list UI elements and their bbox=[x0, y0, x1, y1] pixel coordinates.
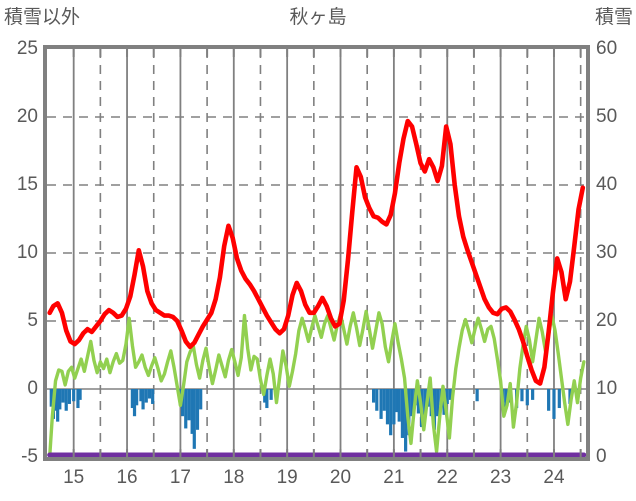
x-axis-tick: 17 bbox=[169, 467, 191, 488]
bar-snow bbox=[132, 389, 137, 417]
bar-snow bbox=[547, 389, 551, 411]
right-axis-tick: 20 bbox=[596, 310, 618, 331]
x-axis-tick: 19 bbox=[276, 467, 298, 488]
bar-snow bbox=[404, 389, 408, 452]
bar-snow bbox=[151, 389, 155, 404]
bar-snow bbox=[525, 389, 529, 406]
bar-snow bbox=[410, 389, 414, 417]
bar-snow bbox=[58, 389, 62, 410]
left-axis-tick: -5 bbox=[21, 446, 38, 467]
bar-snow bbox=[557, 389, 561, 409]
bar-snow bbox=[64, 389, 68, 411]
left-axis-tick: 20 bbox=[16, 106, 38, 127]
bar-snow bbox=[263, 389, 267, 403]
left-axis-tick: 25 bbox=[16, 38, 38, 59]
bar-snow bbox=[269, 389, 273, 400]
bar-snow bbox=[552, 389, 556, 419]
bar-snow bbox=[436, 389, 440, 417]
bar-snow bbox=[190, 389, 194, 434]
right-axis-tick: 40 bbox=[596, 174, 618, 195]
bar-snow bbox=[144, 389, 148, 403]
bar-snow bbox=[382, 389, 386, 411]
bar-snow bbox=[67, 389, 72, 404]
bar-snow bbox=[520, 389, 524, 402]
chart-title: 秋ヶ島 bbox=[289, 7, 347, 28]
left-axis-tick: 0 bbox=[27, 378, 38, 399]
series-green-lower-line bbox=[47, 309, 586, 457]
left-axis-title: 積雪以外 bbox=[4, 7, 81, 28]
bar-snow bbox=[49, 389, 53, 407]
bar-snow bbox=[135, 389, 139, 406]
bar-snow bbox=[416, 389, 421, 414]
x-axis-tick: 15 bbox=[63, 467, 85, 488]
x-axis-tick: 23 bbox=[490, 467, 512, 488]
bar-snow bbox=[199, 389, 203, 410]
plot-area bbox=[43, 45, 590, 461]
x-axis-tick: 21 bbox=[383, 467, 405, 488]
right-axis-tick: 30 bbox=[596, 242, 618, 263]
bar-snow bbox=[445, 389, 449, 404]
x-axis-tick: 24 bbox=[543, 467, 565, 488]
bar-snow bbox=[187, 389, 191, 421]
bar-snow bbox=[147, 389, 152, 399]
plot-inner bbox=[47, 49, 586, 457]
x-axis-tick: 16 bbox=[116, 467, 138, 488]
x-axis-tick: 22 bbox=[436, 467, 458, 488]
bar-snow bbox=[504, 389, 508, 410]
bar-snow bbox=[130, 389, 134, 409]
bar-snow bbox=[76, 389, 80, 409]
bar-snow bbox=[192, 389, 196, 449]
bar-snow bbox=[72, 389, 76, 402]
right-axis-tick: 10 bbox=[596, 378, 618, 399]
left-axis-tick: 5 bbox=[27, 310, 38, 331]
right-axis-tick: 50 bbox=[596, 106, 618, 127]
bar-snow bbox=[265, 389, 269, 409]
bar-snow bbox=[372, 389, 376, 403]
bar-snow bbox=[531, 389, 535, 400]
bar-snow bbox=[53, 389, 58, 411]
x-axis-tick-labels: 15 16 17 18 19 20 21 22 23 24 bbox=[0, 463, 636, 497]
bar-snow bbox=[392, 389, 396, 425]
bar-snow bbox=[139, 389, 143, 402]
bar-snow bbox=[385, 389, 390, 425]
bar-snow bbox=[195, 389, 200, 430]
bar-snow bbox=[141, 389, 145, 410]
x-axis-tick: 20 bbox=[329, 467, 352, 488]
bar-snow bbox=[475, 389, 479, 402]
x-axis-tick: 18 bbox=[223, 467, 245, 488]
right-axis-tick: 60 bbox=[596, 38, 618, 59]
right-axis-tick: 0 bbox=[596, 446, 607, 467]
bar-snow bbox=[78, 389, 82, 400]
tick-marks bbox=[72, 49, 582, 457]
bar-snow bbox=[379, 389, 383, 419]
bar-snow bbox=[423, 389, 427, 417]
bar-snow bbox=[375, 389, 379, 411]
bar-snow bbox=[184, 389, 188, 429]
bar-snow bbox=[397, 389, 401, 422]
left-axis-tick: 15 bbox=[16, 174, 38, 195]
bar-snow bbox=[400, 389, 405, 438]
bar-snow bbox=[395, 389, 399, 413]
bar-snow bbox=[56, 389, 60, 422]
bar-snow bbox=[61, 389, 65, 403]
chart-canvas bbox=[47, 49, 586, 457]
right-axis-title: 積雪 bbox=[594, 7, 633, 28]
bar-snow bbox=[432, 389, 437, 430]
bar-snow bbox=[389, 389, 393, 436]
left-axis-tick: 10 bbox=[16, 242, 38, 263]
series-red-upper-line bbox=[47, 118, 586, 386]
bar-snow bbox=[448, 389, 453, 400]
